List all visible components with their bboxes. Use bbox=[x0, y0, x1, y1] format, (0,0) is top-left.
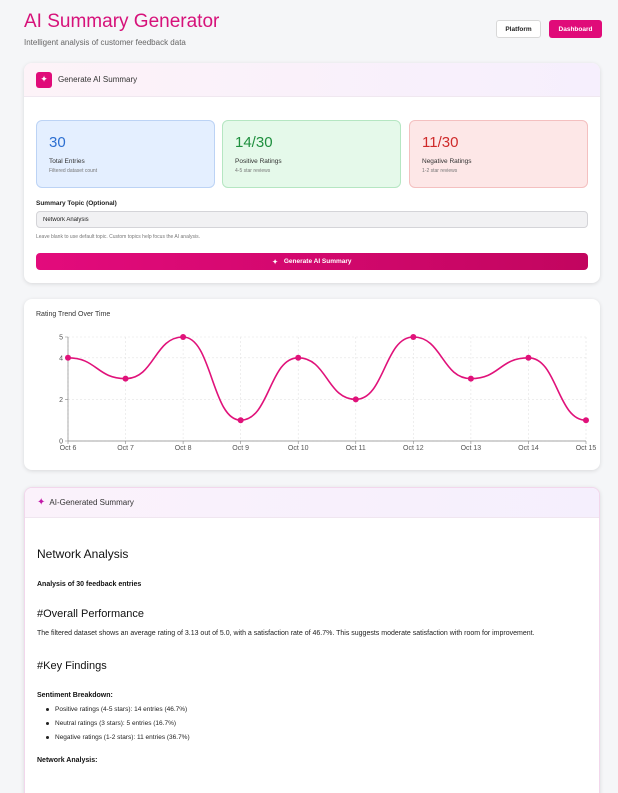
network-analysis-label: Network Analysis: bbox=[37, 757, 98, 764]
x-tick-label: Oct 15 bbox=[576, 445, 597, 452]
generate-summary-card: ✦ Generate AI Summary 30 Total Entries F… bbox=[24, 63, 600, 283]
stat-value: 11/30 bbox=[422, 134, 459, 151]
x-tick-label: Oct 10 bbox=[288, 445, 309, 452]
sentiment-breakdown-list: Positive ratings (4-5 stars): 14 entries… bbox=[37, 703, 587, 745]
stat-value: 30 bbox=[49, 134, 66, 151]
ai-summary-card: ✦ AI-Generated Summary Network Analysis … bbox=[24, 487, 600, 793]
sparkles-icon: ✦ bbox=[37, 497, 46, 508]
section-overall-performance: #Overall Performance bbox=[37, 608, 144, 620]
topic-help: Leave blank to use default topic. Custom… bbox=[36, 234, 200, 240]
stat-label: Positive Ratings bbox=[235, 158, 282, 165]
data-point bbox=[237, 417, 244, 424]
generate-summary-heading: Generate AI Summary bbox=[58, 75, 138, 84]
generate-summary-header: ✦ Generate AI Summary bbox=[24, 63, 600, 97]
page-header: AI Summary Generator Intelligent analysi… bbox=[24, 10, 602, 50]
stat-value: 14/30 bbox=[235, 134, 273, 151]
data-point bbox=[295, 354, 302, 361]
x-tick-label: Oct 7 bbox=[117, 445, 134, 452]
y-tick-label: 4 bbox=[59, 355, 63, 362]
stat-sub: 1-2 star reviews bbox=[422, 168, 458, 174]
list-item: Positive ratings (4-5 stars): 14 entries… bbox=[46, 703, 587, 717]
data-point bbox=[352, 396, 359, 403]
stat-label: Total Entries bbox=[49, 158, 85, 165]
header-nav: Platform Dashboard bbox=[496, 20, 602, 38]
y-tick-label: 5 bbox=[59, 335, 63, 342]
x-tick-label: Oct 9 bbox=[232, 445, 249, 452]
y-tick-label: 0 bbox=[59, 439, 63, 446]
ai-summary-heading: AI-Generated Summary bbox=[49, 498, 134, 507]
x-tick-label: Oct 13 bbox=[461, 445, 482, 452]
list-item: Neutral ratings (3 stars): 5 entries (16… bbox=[46, 717, 587, 731]
y-tick-label: 2 bbox=[59, 397, 63, 404]
generate-summary-button[interactable]: ✦ Generate AI Summary bbox=[36, 253, 588, 270]
data-point bbox=[410, 334, 417, 340]
rating-trend-card: Rating Trend Over Time 0 2 4 5 Oct 6 Oct 7 Oct… bbox=[24, 299, 600, 470]
platform-button[interactable]: Platform bbox=[496, 20, 541, 38]
data-point bbox=[65, 354, 71, 361]
data-point bbox=[583, 417, 589, 424]
chart-title: Rating Trend Over Time bbox=[36, 311, 111, 318]
stat-label: Negative Ratings bbox=[422, 158, 472, 165]
stat-positive-ratings: 14/30 Positive Ratings 4-5 star reviews bbox=[222, 120, 401, 188]
summary-subtitle: Analysis of 30 feedback entries bbox=[37, 581, 142, 588]
stat-sub: 4-5 star reviews bbox=[235, 168, 271, 174]
sparkles-icon: ✦ bbox=[272, 258, 278, 266]
dashboard-button[interactable]: Dashboard bbox=[549, 20, 602, 38]
data-point bbox=[122, 375, 129, 382]
overall-performance-text: The filtered dataset shows an average ra… bbox=[37, 630, 535, 637]
section-key-findings: #Key Findings bbox=[37, 660, 107, 672]
data-point bbox=[525, 354, 532, 361]
sparkles-icon: ✦ bbox=[36, 71, 52, 88]
topic-input[interactable] bbox=[36, 211, 588, 228]
stat-sub: Filtered dataset count bbox=[49, 168, 98, 174]
topic-label: Summary Topic (Optional) bbox=[36, 200, 117, 207]
x-tick-label: Oct 14 bbox=[518, 445, 539, 452]
stat-total-entries: 30 Total Entries Filtered dataset count bbox=[36, 120, 215, 188]
summary-body: Network Analysis Analysis of 30 feedback… bbox=[25, 547, 599, 764]
rating-trend-chart: 0 2 4 5 Oct 6 Oct 7 Oct 8 Oct 9 Oct 10 Oct 11 Oct … bbox=[59, 334, 597, 452]
x-tick-label: Oct 6 bbox=[60, 445, 77, 452]
data-point bbox=[467, 375, 474, 382]
x-tick-label: Oct 11 bbox=[346, 445, 366, 452]
ai-summary-header: ✦ AI-Generated Summary bbox=[25, 488, 599, 518]
stat-negative-ratings: 11/30 Negative Ratings 1-2 star reviews bbox=[409, 120, 588, 188]
rating-series-line bbox=[67, 336, 587, 422]
x-tick-label: Oct 8 bbox=[175, 445, 192, 452]
list-item: Negative ratings (1-2 stars): 11 entries… bbox=[46, 731, 587, 745]
page-subtitle: Intelligent analysis of customer feedbac… bbox=[24, 38, 186, 47]
stats-row: 30 Total Entries Filtered dataset count … bbox=[36, 120, 588, 188]
page-title: AI Summary Generator bbox=[24, 11, 220, 32]
data-point bbox=[180, 334, 187, 340]
sentiment-breakdown-label: Sentiment Breakdown: bbox=[37, 692, 113, 699]
x-tick-label: Oct 12 bbox=[403, 445, 424, 452]
summary-title: Network Analysis bbox=[37, 547, 129, 561]
generate-summary-label: Generate AI Summary bbox=[283, 258, 352, 265]
